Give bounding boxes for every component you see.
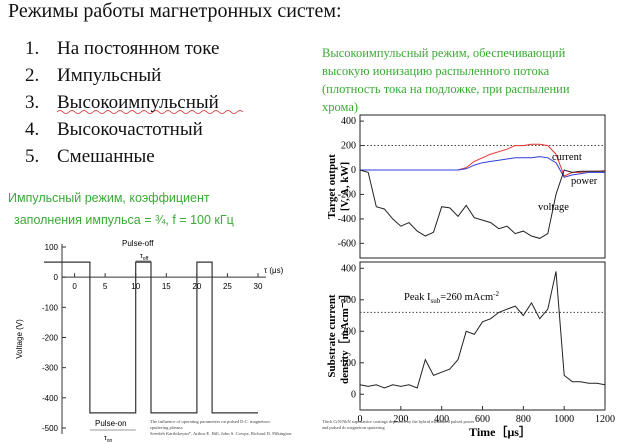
list-number: 2.: [25, 65, 39, 86]
spell-underline: [56, 110, 244, 114]
series-label: current: [552, 152, 582, 163]
x-tick-label: 1200: [595, 414, 615, 425]
left-caption: Импульсный режим, коэффициент: [8, 191, 210, 205]
y-tick-label: 100: [341, 358, 356, 369]
slide-title: Режимы работы магнетронных систем:: [8, 0, 342, 22]
list-item: Импульсный: [57, 65, 161, 86]
y-tick-label: 0: [54, 273, 59, 282]
y-tick-label: 100: [45, 243, 59, 252]
mode-list: 1. На постоянном токе 2. Импульсный 3. Высоко…: [25, 38, 219, 167]
source-note: The influence of operating parameters on…: [150, 419, 270, 424]
x-tick-label: 25: [223, 282, 232, 291]
source-note: Sreedeh Karthikeyan*, Arthur E. Hill, Jo…: [150, 431, 292, 437]
annotation-sub: off: [143, 256, 149, 262]
y-axis-label: density［mAcm⁻²］: [337, 288, 351, 384]
right-caption: (плотность тока на подложке, при распыле…: [322, 82, 570, 96]
left-caption: заполнения импульса = ¾, f = 100 кГц: [14, 213, 234, 227]
y-tick-label: -600: [338, 238, 356, 249]
series-label: voltage: [538, 202, 569, 213]
x-tick-label: 200: [393, 414, 408, 425]
y-tick-label: -300: [42, 364, 59, 373]
x-tick-label: 0: [358, 414, 363, 425]
y-axis-label: [V, A, kW]: [339, 162, 351, 211]
annotation-rest: =260 mAcm: [440, 292, 493, 303]
right-caption: Высокоимпульсный режим, обеспечивающий: [322, 46, 566, 60]
plot-frame: [359, 114, 606, 259]
x-axis-label: Time［μs］: [469, 424, 531, 439]
y-axis-label: Substrate current: [326, 294, 338, 378]
data-line: [359, 271, 606, 389]
list-item: Смешанные: [57, 146, 155, 167]
y-tick-label: -400: [338, 214, 356, 225]
x-tick-label: 600: [475, 414, 490, 425]
y-tick-label: 200: [341, 141, 356, 152]
y-tick-label: 0: [351, 389, 356, 400]
list-number: 3.: [25, 92, 39, 113]
y-tick-label: -200: [42, 333, 59, 342]
annotation-symbol: τon: [104, 435, 113, 442]
annotation-symbol: τoff: [140, 253, 149, 262]
y-tick-label: -500: [42, 424, 59, 433]
annotation: Peak Isub=260 mAcm-2: [404, 290, 499, 305]
list-item: Высокоимпульсный: [57, 92, 219, 113]
y-axis-label: Voltage (V): [15, 319, 24, 359]
y-tick-label: 300: [341, 295, 356, 306]
x-tick-label: 15: [162, 282, 171, 291]
x-tick-label: 30: [254, 282, 263, 291]
y-tick-label: 400: [341, 263, 356, 274]
series-label: power: [571, 176, 598, 187]
y-tick-label: 0: [351, 165, 356, 176]
annotation-sub: sub: [431, 297, 441, 305]
list-item: На постоянном токе: [57, 38, 219, 59]
source-note: sputtering plasma: [150, 425, 183, 430]
data-line: [44, 261, 258, 414]
x-tick-label: 5: [103, 282, 108, 291]
data-line: [359, 169, 605, 239]
right-caption: хрома): [322, 100, 358, 114]
y-tick-label: 400: [341, 116, 356, 127]
x-tick-label: 800: [516, 414, 531, 425]
y-tick-label: -200: [338, 189, 356, 200]
annotation: Pulse-on: [95, 419, 127, 428]
annotation-sup: -2: [493, 290, 499, 298]
right-caption: высокую ионизацию распыленного потока: [322, 64, 550, 78]
source-note: and pulsed dc magnetron sputtering: [322, 425, 385, 430]
annotation: Pulse-off: [122, 239, 154, 248]
annotation-sub: on: [107, 438, 113, 442]
list-item: Высокочастотный: [57, 119, 203, 140]
x-tick-label: 1000: [554, 414, 574, 425]
y-tick-label: -400: [42, 394, 59, 403]
y-tick-label: 200: [341, 326, 356, 337]
list-number: 5.: [25, 146, 39, 167]
source-note: Thick CrN/NbN superlattice coatings depo…: [322, 419, 475, 424]
x-axis-label: τ (μs): [264, 266, 284, 275]
list-number: 1.: [25, 38, 39, 59]
x-tick-label: 400: [434, 414, 449, 425]
x-tick-label: 0: [72, 282, 77, 291]
y-tick-label: -100: [42, 303, 59, 312]
data-line: [360, 156, 605, 178]
y-axis-label: Target output: [326, 154, 338, 219]
list-number: 4.: [25, 119, 39, 140]
